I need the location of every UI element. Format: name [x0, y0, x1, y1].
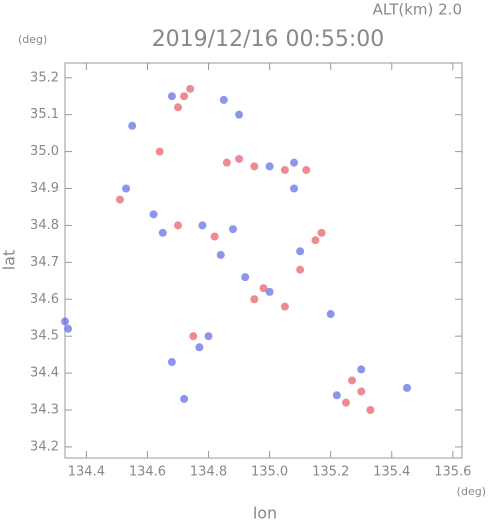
- echo-point: [216, 250, 225, 259]
- echo-point: [302, 166, 311, 175]
- x-tick-label: 135.6: [434, 465, 471, 480]
- echo-point: [348, 376, 357, 385]
- chart-title: 2019/12/16 00:55:00: [152, 27, 385, 52]
- x-tick-label: 135.0: [251, 465, 288, 480]
- echo-point: [64, 324, 73, 333]
- echo-point: [332, 391, 341, 400]
- echo-point: [173, 221, 182, 230]
- y-tick-label: 34.2: [30, 439, 59, 454]
- y-tick-label: 35.2: [30, 70, 59, 85]
- y-tick-label: 34.3: [30, 403, 59, 418]
- echo-point: [317, 228, 326, 237]
- echo-point: [357, 387, 366, 396]
- echo-point: [167, 358, 176, 367]
- subtitle: ALT(km) 2.0: [373, 1, 462, 19]
- y-tick-label: 34.7: [30, 255, 59, 270]
- y-tick-label: 34.8: [30, 218, 59, 233]
- echo-point: [250, 162, 259, 171]
- x-tick-label: 135.4: [373, 465, 410, 480]
- echo-point: [210, 232, 219, 241]
- y-axis-label: lat: [0, 250, 19, 271]
- x-axis-label: lon: [253, 504, 277, 522]
- echo-point: [122, 184, 131, 193]
- echo-point: [265, 162, 274, 171]
- echo-point: [326, 310, 335, 319]
- echo-point: [204, 332, 213, 341]
- echo-point: [173, 103, 182, 112]
- echo-point: [241, 273, 250, 282]
- echo-point: [296, 265, 305, 274]
- echo-point: [198, 221, 207, 230]
- echo-point: [228, 225, 237, 234]
- echo-point: [290, 158, 299, 167]
- echo-point: [189, 332, 198, 341]
- y-tick-label: 34.5: [30, 329, 59, 344]
- echo-point: [115, 195, 124, 204]
- y-tick-label: 34.9: [30, 181, 59, 196]
- echo-point: [128, 121, 137, 130]
- x-tick-label: 134.4: [68, 465, 105, 480]
- echo-point: [280, 302, 289, 311]
- echo-point: [296, 247, 305, 256]
- echo-point: [259, 284, 268, 293]
- echo-point: [290, 184, 299, 193]
- echo-point: [195, 343, 204, 352]
- echo-point: [311, 236, 320, 245]
- y-tick-label: 34.6: [30, 292, 59, 307]
- echo-point: [149, 210, 158, 219]
- echo-point: [366, 406, 375, 415]
- y-tick-label: 35.0: [30, 144, 59, 159]
- echo-point: [222, 158, 231, 167]
- echo-point: [158, 228, 167, 237]
- x-tick-label: 135.2: [312, 465, 349, 480]
- echo-point: [357, 365, 366, 374]
- echo-point: [219, 95, 228, 104]
- echo-point: [167, 92, 176, 101]
- echo-point: [61, 317, 69, 326]
- plot-frame: [64, 62, 463, 459]
- echo-point: [186, 84, 195, 93]
- y-unit: (deg): [18, 33, 47, 46]
- echo-point: [280, 166, 289, 175]
- echo-point: [235, 110, 244, 119]
- echo-point: [341, 398, 350, 407]
- echo-point: [155, 147, 164, 156]
- echo-point: [180, 394, 189, 403]
- y-tick-label: 35.1: [30, 107, 59, 122]
- echo-point: [265, 287, 274, 296]
- echo-point: [235, 154, 244, 163]
- echo-point: [180, 92, 189, 101]
- y-tick-label: 34.4: [30, 366, 59, 381]
- echo-point: [250, 295, 259, 304]
- x-tick-label: 134.6: [129, 465, 166, 480]
- x-unit: (deg): [457, 485, 486, 498]
- x-tick-label: 134.8: [190, 465, 227, 480]
- echo-point: [403, 383, 412, 392]
